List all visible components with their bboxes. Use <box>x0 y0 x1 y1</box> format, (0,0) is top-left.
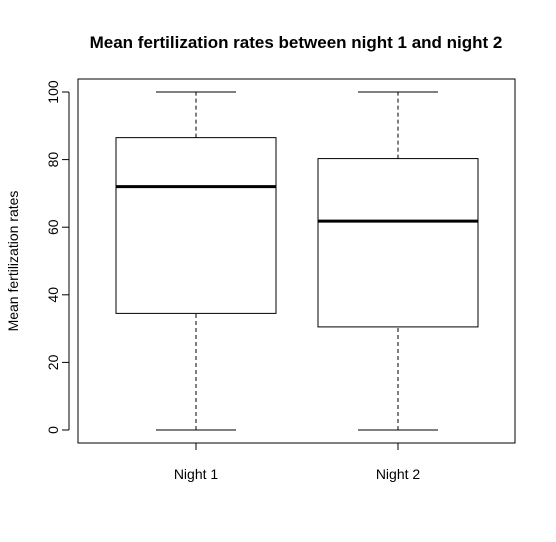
y-tick-label: 80 <box>45 152 61 168</box>
y-axis-label: Mean fertilization rates <box>5 191 21 332</box>
iqr-box <box>317 158 479 328</box>
iqr-box <box>115 137 277 314</box>
y-tick-label: 0 <box>45 426 61 434</box>
y-tick-label: 60 <box>45 219 61 235</box>
chart-title: Mean fertilization rates between night 1… <box>90 33 503 52</box>
box-2 <box>317 91 479 431</box>
boxes-group <box>115 91 479 431</box>
y-tick-label: 100 <box>45 80 61 104</box>
x-tick-label: Night 2 <box>376 466 421 482</box>
y-axis-ticks: 0 20 40 60 80 100 <box>45 80 69 434</box>
box-1 <box>115 91 277 431</box>
x-tick-label: Night 1 <box>174 466 219 482</box>
x-axis-ticks: Night 1 Night 2 <box>174 443 421 482</box>
plot-frame <box>77 78 516 444</box>
y-tick-label: 20 <box>45 354 61 370</box>
y-tick-label: 40 <box>45 287 61 303</box>
